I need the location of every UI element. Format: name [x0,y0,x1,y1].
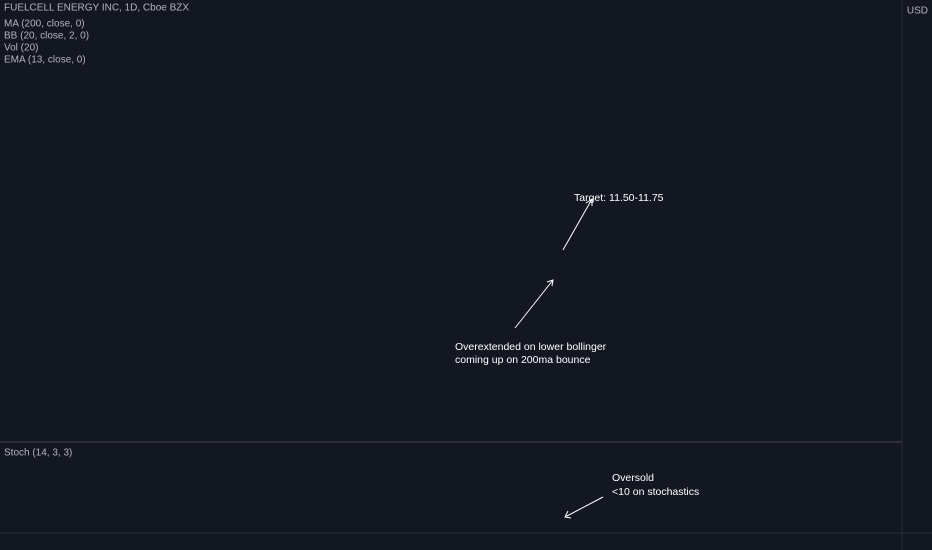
annotation: <10 on stochastics [612,486,699,498]
indicator-legend: EMA (13, close, 0) [4,55,86,66]
oversold-arrow [564,496,604,519]
arrows [514,198,604,519]
annotation: Overextended on lower bollinger [455,341,607,353]
indicator-legend: MA (200, close, 0) [4,19,85,30]
indicator-legend: Vol (20) [4,43,38,54]
chart-title: FUELCELL ENERGY INC, 1D, Cboe BZX [4,3,189,14]
target-arrow [562,198,593,251]
bounce-arrow [514,279,554,329]
currency: USD [907,6,928,17]
stoch-legend: Stoch (14, 3, 3) [4,448,72,459]
annotation: Oversold [612,472,654,484]
indicator-legend: BB (20, close, 2, 0) [4,31,89,42]
annotation: Target: 11.50-11.75 [574,192,664,204]
annotation: coming up on 200ma bounce [455,354,591,366]
